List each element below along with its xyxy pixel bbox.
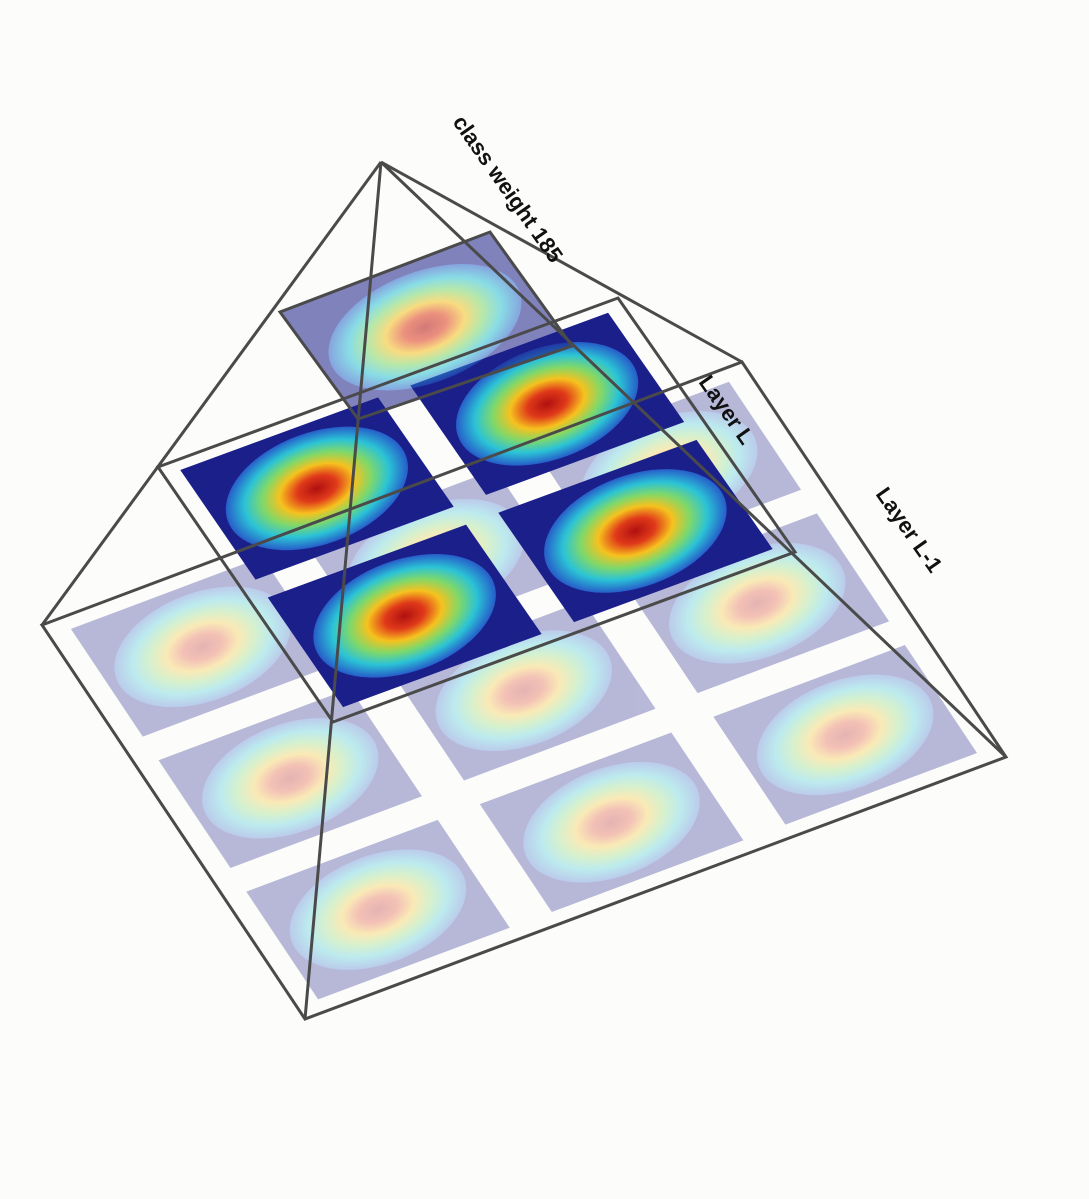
- heatmap-activation: [523, 761, 700, 883]
- middle-outline: [155, 296, 798, 724]
- heatmap-activation: [114, 586, 291, 708]
- heatmap-tile-0-5: [625, 513, 890, 694]
- heatmap-tile-0-8: [713, 645, 978, 825]
- heatmap-activation: [225, 426, 408, 551]
- heatmap-tile-1-3: [498, 439, 773, 623]
- heatmap-activation: [202, 717, 379, 839]
- pyramid-frame: [39, 160, 1009, 1021]
- heatmap-tile-0-7: [479, 732, 744, 912]
- heatmap-activation: [669, 542, 846, 664]
- label-layer-l-minus-1: Layer L-1: [871, 483, 948, 577]
- heatmap-activation: [328, 264, 522, 391]
- heatmap-activation: [544, 469, 727, 593]
- heatmap-activation: [289, 849, 467, 970]
- edge-apex-back: [379, 160, 1008, 759]
- heatmap-tile-1-0: [180, 397, 454, 580]
- heatmap-tile-0-0: [70, 557, 335, 737]
- heatmap-tile-1-1: [410, 312, 685, 495]
- edge-apex-front: [303, 161, 383, 1020]
- heatmap-tile-0-3: [158, 688, 422, 868]
- heatmap-activation: [313, 553, 496, 678]
- class-weight-plane: [280, 232, 572, 419]
- heatmap-activation: [756, 674, 934, 796]
- top-outline: [277, 230, 575, 421]
- edge-apex-right: [380, 160, 743, 364]
- heatmap-activation: [456, 341, 639, 466]
- edge-apex-left: [40, 161, 383, 626]
- heatmap-activation: [435, 630, 612, 752]
- heatmap-tile-2-0: [280, 232, 572, 419]
- heatmap-tile-0-4: [392, 600, 656, 781]
